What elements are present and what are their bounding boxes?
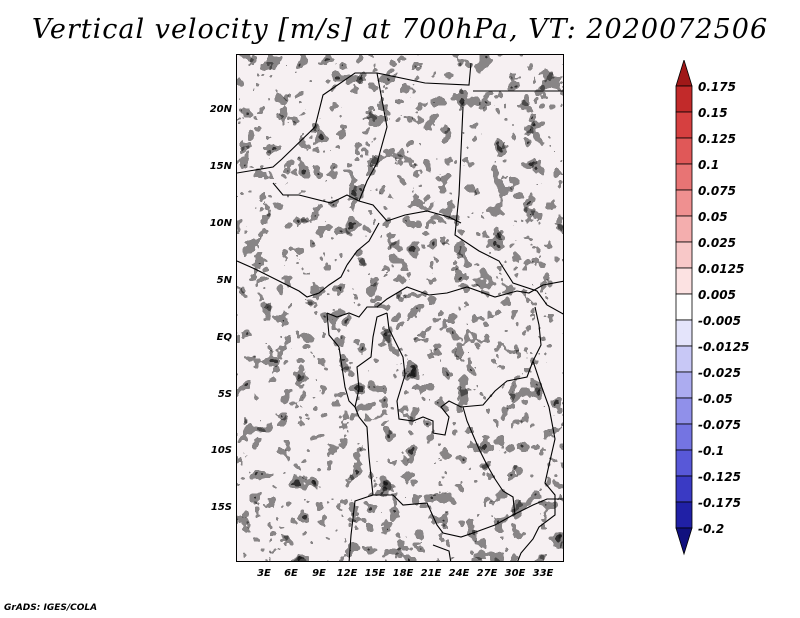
lat-label-15n: 15N	[209, 161, 232, 172]
map-field	[237, 55, 563, 561]
lon-label-27e: 27E	[476, 568, 498, 579]
colorbar-label-0: 0.175	[698, 80, 736, 94]
colorbar-segment-1	[675, 85, 693, 113]
lon-label-3e: 3E	[257, 568, 271, 579]
lat-label-20n: 20N	[209, 104, 232, 115]
velocity-map	[236, 54, 564, 562]
colorbar-label-16: -0.175	[698, 496, 741, 510]
lat-label-10n: 10N	[209, 218, 232, 229]
colorbar-segment-9	[675, 293, 693, 321]
colorbar-label-4: 0.075	[698, 184, 736, 198]
country-borders	[237, 62, 563, 561]
colorbar-label-15: -0.125	[698, 470, 741, 484]
colorbar-segment-14	[675, 423, 693, 451]
lat-label-5n: 5N	[216, 275, 232, 286]
colorbar-segment-15	[675, 449, 693, 477]
colorbar-segment-10	[675, 319, 693, 347]
colorbar-label-13: -0.075	[698, 418, 741, 432]
colorbar-segment-6	[675, 215, 693, 243]
colorbar-segment-18	[675, 527, 693, 556]
colorbar-segment-7	[675, 241, 693, 269]
colorbar-segment-2	[675, 111, 693, 139]
lon-label-18e: 18E	[392, 568, 414, 579]
colorbar-label-2: 0.125	[698, 132, 736, 146]
colorbar-segment-4	[675, 163, 693, 191]
colorbar-label-7: 0.0125	[698, 262, 745, 276]
colorbar-segment-13	[675, 397, 693, 425]
lon-label-24e: 24E	[448, 568, 470, 579]
lon-label-15e: 15E	[364, 568, 386, 579]
lon-label-9e: 9E	[312, 568, 326, 579]
colorbar-label-8: 0.005	[698, 288, 736, 302]
colorbar-label-17: -0.2	[698, 522, 725, 536]
map-title: Vertical velocity [m/s] at 700hPa, VT: 2…	[31, 14, 769, 45]
colorbar-label-14: -0.1	[698, 444, 725, 458]
colorbar	[675, 60, 693, 556]
colorbar-label-5: 0.05	[698, 210, 728, 224]
colorbar-segment-16	[675, 475, 693, 503]
colorbar-segment-5	[675, 189, 693, 217]
colorbar-label-1: 0.15	[698, 106, 728, 120]
colorbar-label-6: 0.025	[698, 236, 736, 250]
lon-label-12e: 12E	[336, 568, 358, 579]
lat-label-10s: 10S	[210, 445, 232, 456]
colorbar-segment-0	[675, 60, 693, 87]
lon-label-33e: 33E	[532, 568, 554, 579]
lat-label-15s: 15S	[210, 502, 232, 513]
colorbar-segment-3	[675, 137, 693, 165]
colorbar-label-12: -0.05	[698, 392, 733, 406]
software-credit: GrADS: IGES/COLA	[4, 603, 98, 613]
colorbar-segment-12	[675, 371, 693, 399]
lon-label-30e: 30E	[504, 568, 526, 579]
colorbar-label-9: -0.005	[698, 314, 741, 328]
colorbar-label-3: 0.1	[698, 158, 720, 172]
lat-label-eq: EQ	[216, 332, 232, 343]
colorbar-label-11: -0.025	[698, 366, 741, 380]
lon-label-21e: 21E	[420, 568, 442, 579]
colorbar-segment-11	[675, 345, 693, 373]
lat-label-5s: 5S	[217, 389, 232, 400]
colorbar-segment-8	[675, 267, 693, 295]
colorbar-segment-17	[675, 501, 693, 529]
lon-label-6e: 6E	[284, 568, 298, 579]
colorbar-label-10: -0.0125	[698, 340, 750, 354]
